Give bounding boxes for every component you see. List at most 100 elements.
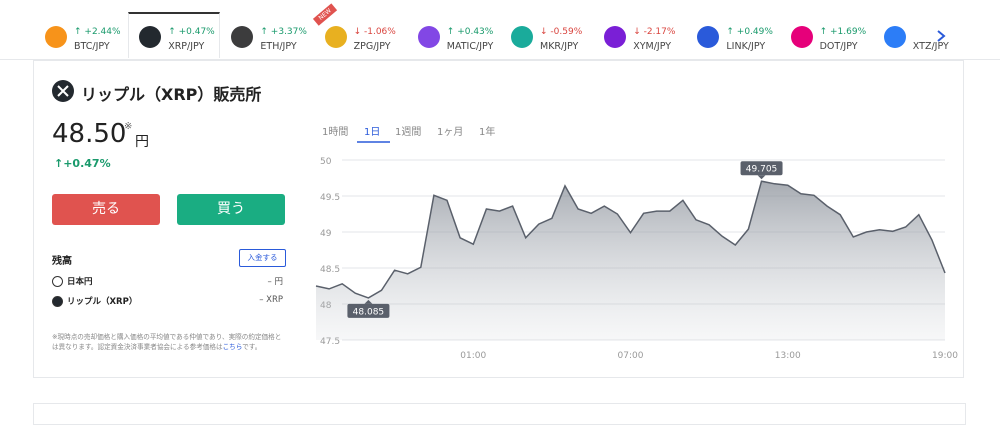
currency-icon [52, 296, 63, 307]
y-tick-label: 49 [320, 229, 332, 239]
change-value: +2.44% [84, 27, 121, 37]
tab[interactable]: ↑ +0.49% LINK/JPY [697, 14, 789, 59]
next-panel [33, 403, 966, 425]
period-tab[interactable]: 1週間 [395, 126, 421, 138]
tab[interactable]: ↑ +0.47% XRP/JPY [128, 12, 221, 58]
change-value: +1.69% [830, 27, 867, 37]
note-link[interactable]: こちら [222, 342, 243, 351]
y-tick-label: 47.5 [320, 337, 340, 347]
currency-icon [52, 276, 63, 287]
tab-change: ↑ +1.69% [820, 27, 867, 37]
coin-icon [139, 26, 162, 48]
tab-pair: XRP/JPY [168, 41, 205, 52]
tab[interactable]: ↓ -1.06% ZPG/JPY NEW [312, 3, 417, 59]
tab[interactable]: ↑ +1.69% DOT/JPY [790, 14, 883, 59]
tab-change: ↓ -2.17% [633, 27, 675, 37]
arrow: ↑ [168, 27, 179, 37]
arrow: ↓ [540, 27, 551, 37]
tab[interactable]: ↑ +0.43% MATIC/JPY [417, 14, 510, 59]
note: ※現時点の売却価格と購入価格の平均値である仲値であり、実際の約定価格とは異なりま… [52, 333, 287, 352]
coin-icon [231, 26, 254, 48]
tab-pair: BTC/JPY [74, 41, 110, 52]
next-arrow[interactable] [934, 28, 948, 44]
label-box [740, 161, 783, 176]
period-tab[interactable]: 1日 [364, 127, 380, 138]
value-label: 49.705 [746, 165, 778, 175]
y-tick-label: 48.5 [320, 265, 340, 275]
tab-pair: ETH/JPY [260, 41, 297, 52]
price-unit: 円 [135, 134, 149, 150]
xrp-icon [52, 80, 74, 102]
tab-change: ↓ -1.06% [354, 27, 396, 37]
arrow: ↓ [353, 27, 364, 37]
tab-pair: DOT/JPY [819, 41, 858, 52]
balance-label: リップル（XRP） [67, 297, 138, 307]
note-text-end: です。 [242, 342, 262, 351]
tab-pair: XYM/JPY [633, 41, 672, 52]
coin-icon [790, 26, 813, 48]
tab-pair: MKR/JPY [540, 41, 579, 52]
label-pointer [364, 299, 373, 304]
arrow: ↑ [819, 27, 830, 37]
price-change: ↑+0.47% [54, 157, 111, 170]
change-value: -1.06% [364, 27, 396, 37]
tab[interactable]: ↓ -2.17% XYM/JPY [604, 14, 696, 59]
change-value: +0.47% [63, 157, 111, 170]
tab-change: ↑ +0.47% [168, 27, 215, 37]
area-fill [316, 181, 945, 340]
period-tab[interactable]: 1時間 [322, 126, 348, 138]
arrow: ↑ [74, 27, 85, 37]
tab[interactable]: XTZ/JPY [883, 14, 976, 59]
change-value: +0.43% [457, 27, 494, 37]
label-pointer [757, 175, 766, 180]
period-tab[interactable]: 1ヶ月 [437, 126, 463, 138]
tab-pair: MATIC/JPY [446, 41, 494, 52]
change-value: +0.47% [178, 27, 215, 37]
balance-label: 日本円 [67, 277, 93, 287]
arrow: ↑ [726, 27, 737, 37]
change-value: +3.37% [270, 27, 307, 37]
y-tick-label: 49.5 [320, 193, 340, 203]
buy-button[interactable]: 買う [177, 194, 285, 225]
change-value: -2.17% [643, 27, 676, 37]
tab-bar: ↑ +2.44% BTC/JPY ↑ +0.47% XRP/JPY ↑ +3.37% ET… [0, 0, 1000, 60]
x-tick-label: 19:00 [932, 351, 958, 361]
chart: 1時間1日1週間1ヶ月1年47.54848.54949.55001:0007:0… [315, 125, 958, 361]
coin-icon [324, 26, 347, 48]
x-tick-label: 01:00 [460, 351, 486, 361]
tab-change: ↓ -0.59% [540, 27, 582, 37]
tab[interactable]: ↑ +3.37% ETH/JPY [231, 14, 323, 59]
balance-title: 残高 [52, 256, 72, 267]
period-tab[interactable]: 1年 [479, 125, 495, 138]
tab-change: ↑ +3.37% [260, 27, 307, 37]
tab-pair: LINK/JPY [726, 41, 766, 52]
arrow: ↑ [260, 27, 271, 37]
label-box [347, 303, 390, 318]
arrow: ↑ [446, 27, 458, 37]
price: 48.50 [52, 119, 127, 149]
tab[interactable]: ↑ +2.44% BTC/JPY [45, 14, 137, 59]
coin-icon [417, 26, 440, 48]
tab-pair: XTZ/JPY [912, 41, 949, 52]
sell-button[interactable]: 売る [52, 194, 160, 225]
tab-change: ↑ +0.43% [447, 27, 494, 37]
coin-icon [511, 26, 533, 48]
deposit-button[interactable]: 入金する [239, 249, 286, 267]
y-tick-label: 50 [320, 157, 332, 167]
price-note: ※ [124, 121, 133, 132]
tab-pair: ZPG/JPY [353, 41, 391, 52]
price-line [315, 180, 946, 299]
change-value: +0.49% [736, 27, 773, 37]
tab-change: ↑ +2.44% [74, 27, 121, 37]
value-label: 48.085 [353, 307, 385, 317]
tab-change: ↑ +0.49% [726, 27, 773, 37]
coin-icon [697, 26, 720, 48]
balance-value: – 円 [267, 277, 283, 287]
x-tick-label: 07:00 [618, 351, 644, 361]
coin-icon [45, 26, 67, 48]
coin-icon [883, 26, 906, 48]
trade-panel: リップル（XRP）販売所 48.50 ※ 円 ↑+0.47% 売る 買う 残高 … [33, 60, 964, 378]
note-text: ※現時点の売却価格と購入価格の平均値である仲値であり、実際の約定価格とは異なりま… [52, 333, 282, 351]
tab[interactable]: ↓ -0.59% MKR/JPY [511, 14, 603, 59]
